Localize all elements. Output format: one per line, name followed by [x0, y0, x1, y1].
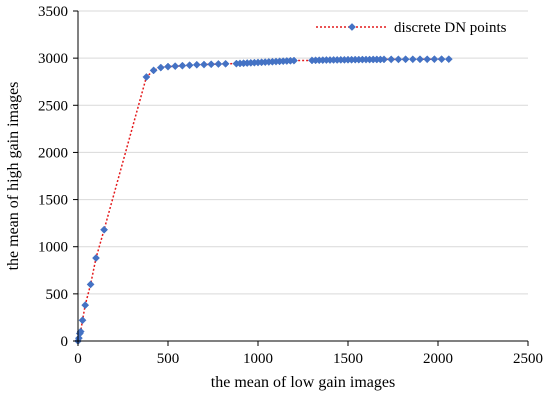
y-tick-label: 500: [46, 287, 69, 303]
legend: discrete DN points: [316, 20, 507, 36]
data-point: [142, 73, 151, 81]
data-point: [100, 225, 109, 234]
data-point: [171, 62, 180, 71]
data-point: [92, 254, 100, 262]
data-point: [74, 334, 83, 343]
data-point: [86, 280, 95, 289]
data-point: [290, 56, 298, 65]
data-point: [221, 59, 230, 68]
y-tick-label: 3500: [38, 4, 68, 20]
y-tick-label: 1500: [38, 193, 68, 209]
data-point: [200, 60, 208, 69]
y-tick-label: 3000: [38, 51, 68, 67]
y-tick-label: 1000: [38, 240, 68, 256]
legend-label: discrete DN points: [394, 20, 507, 36]
data-point: [156, 63, 165, 72]
series-layer: [74, 55, 453, 345]
y-axis-title: the mean of high gain images: [5, 82, 22, 271]
x-tick-label: 1500: [333, 351, 363, 367]
x-tick-label: 500: [157, 351, 180, 367]
x-tick-label: 1000: [243, 351, 273, 367]
data-point: [423, 55, 432, 64]
data-point: [444, 55, 453, 64]
data-point: [81, 301, 90, 310]
data-point: [192, 60, 201, 69]
data-point: [164, 62, 172, 71]
data-point: [207, 60, 216, 69]
x-tick-labels: 0 500 1000 1500 2000 2500: [74, 341, 543, 367]
data-point: [430, 55, 439, 64]
grid: [78, 10, 528, 295]
x-tick-label: 2500: [513, 351, 543, 367]
legend-marker: [348, 23, 356, 31]
x-tick-label: 0: [74, 351, 82, 367]
data-point: [185, 61, 194, 70]
y-tick-label: 2000: [38, 145, 68, 161]
data-point: [401, 55, 410, 64]
data-point: [178, 61, 187, 70]
data-point: [380, 55, 388, 64]
y-tick-label: 2500: [38, 98, 68, 114]
data-point: [214, 60, 223, 68]
x-axis-title: the mean of low gain images: [211, 374, 395, 391]
data-point: [149, 66, 158, 75]
axes: [77, 11, 528, 342]
data-point: [387, 55, 396, 64]
y-tick-labels: 0 500 1000 1500 2000 2500 3000 3500: [38, 4, 78, 350]
data-point: [408, 55, 417, 64]
x-tick-label: 2000: [423, 351, 453, 367]
data-point: [416, 55, 424, 64]
data-point: [437, 55, 446, 64]
data-point: [78, 316, 87, 325]
y-tick-label: 0: [61, 334, 69, 350]
data-point: [394, 55, 403, 64]
